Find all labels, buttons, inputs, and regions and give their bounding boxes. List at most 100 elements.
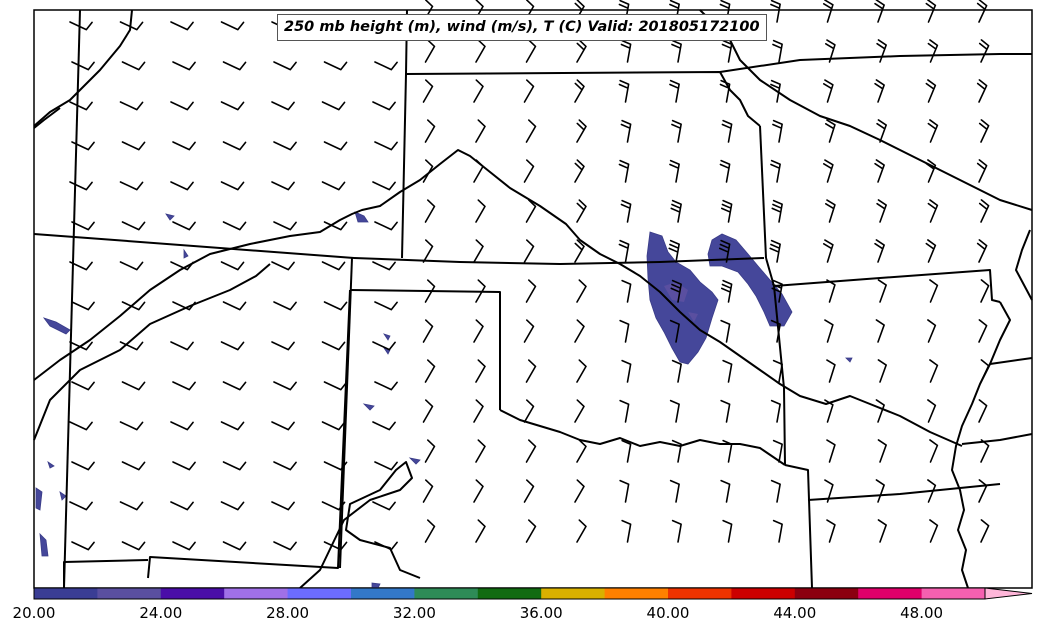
colorbar-tick-label: 44.00 <box>773 604 817 622</box>
wind-barb <box>475 119 486 143</box>
wind-barb <box>473 479 484 503</box>
wind-barb <box>927 479 937 503</box>
wind-barb <box>980 279 990 303</box>
wind-barb <box>826 439 836 463</box>
wind-barb <box>824 399 834 423</box>
wind-barb <box>69 181 93 191</box>
wind-barb <box>576 439 587 463</box>
wind-barb <box>170 421 194 431</box>
wind-barb <box>71 541 95 551</box>
wind-barb <box>71 141 95 151</box>
wind-barb <box>422 79 434 103</box>
wind-barb <box>424 279 436 303</box>
wind-barb <box>374 141 398 151</box>
boundary-ms-al <box>1015 229 1033 301</box>
contour-west <box>33 263 271 441</box>
wind-barb <box>222 221 247 231</box>
wind-barb <box>618 239 630 263</box>
wind-barb <box>220 181 245 191</box>
plot-frame <box>33 9 1033 589</box>
wind-barb <box>980 439 990 463</box>
wind-barb <box>121 61 146 71</box>
wind-barb <box>718 239 731 263</box>
wind-barb <box>574 79 585 103</box>
wind-barb <box>669 159 680 183</box>
wind-barb <box>321 341 346 351</box>
wind-barb <box>978 39 990 63</box>
wind-barb <box>874 79 885 103</box>
wind-barb <box>770 79 781 103</box>
wind-barb <box>618 159 630 183</box>
wind-barb <box>119 21 144 31</box>
wind-barb <box>574 399 585 423</box>
wind-barb <box>69 261 93 271</box>
colorbar-extend-arrow <box>984 587 1033 600</box>
wind-barb <box>525 199 537 223</box>
wind-barb <box>620 119 632 143</box>
colorbar-tick-label: 36.00 <box>519 604 563 622</box>
wind-barb <box>721 119 733 143</box>
wind-barb <box>374 61 398 71</box>
wind-barb <box>824 119 836 143</box>
wind-barb <box>576 199 587 223</box>
wind-barb <box>822 159 834 183</box>
wind-barb <box>473 239 484 263</box>
wind-barb <box>323 141 348 151</box>
contour-sw <box>299 461 421 589</box>
wind-barb <box>69 421 93 431</box>
wind-barb <box>172 541 196 551</box>
temp-spot-11 <box>371 582 381 589</box>
wind-barb <box>473 79 484 103</box>
wind-barb <box>71 461 95 471</box>
wind-barb <box>525 39 537 63</box>
wind-barb <box>374 381 398 391</box>
wind-barb <box>475 279 486 303</box>
wind-barb <box>927 119 939 143</box>
wind-barb <box>671 519 682 543</box>
wind-barb <box>321 181 346 191</box>
boundary-wyoming-west <box>33 233 355 259</box>
wind-barb <box>121 301 146 311</box>
wind-barb <box>670 199 682 223</box>
wind-barb <box>978 199 990 223</box>
wind-barb <box>669 399 680 423</box>
wind-barb <box>525 519 537 543</box>
boundary-ok-panhandle <box>349 289 501 410</box>
wind-barb <box>875 399 885 423</box>
wind-barb <box>170 501 194 511</box>
wind-barb <box>475 39 486 63</box>
wind-barb <box>271 341 295 351</box>
wind-barb <box>980 359 990 383</box>
colorbar-tick-label: 32.00 <box>392 604 436 622</box>
wind-barb <box>119 501 144 511</box>
wind-barb <box>978 119 990 143</box>
wind-barb <box>976 239 988 263</box>
wind-barb <box>424 519 436 543</box>
wind-barb <box>71 221 95 231</box>
wind-barb <box>720 479 731 503</box>
wind-barb <box>621 519 632 543</box>
wind-barb <box>172 461 196 471</box>
wind-barb <box>323 221 348 231</box>
wind-barb <box>170 21 194 31</box>
wind-barb <box>877 439 887 463</box>
wind-barb <box>523 479 535 503</box>
wind-barb <box>374 301 398 311</box>
wind-barb <box>822 79 834 103</box>
colorbar-segment <box>351 588 415 599</box>
wind-barb <box>574 239 585 263</box>
temp-spot-4 <box>42 317 71 335</box>
wind-barb <box>222 461 247 471</box>
wind-barb <box>874 0 885 23</box>
wind-barb <box>618 79 630 103</box>
wind-barb <box>978 399 988 423</box>
wind-barb <box>273 61 297 71</box>
contour-upper <box>33 9 133 127</box>
wind-barb <box>671 439 682 463</box>
wind-barb <box>69 341 93 351</box>
wind-barb <box>119 181 144 191</box>
wind-barb <box>976 159 988 183</box>
wind-barb <box>525 439 537 463</box>
wind-barb <box>172 61 196 71</box>
wind-barb <box>576 119 587 143</box>
